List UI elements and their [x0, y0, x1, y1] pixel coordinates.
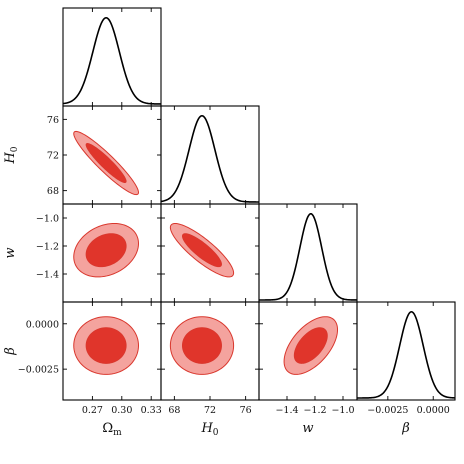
- panel-h0-w: [160, 203, 260, 303]
- panel-frame: [62, 105, 162, 205]
- panel-frame: [356, 301, 456, 401]
- marginal-w-curve: [259, 212, 357, 301]
- x-tick-label-om: 0.27: [82, 405, 103, 416]
- y-tick-label-h0: 68: [47, 186, 59, 197]
- panel-om-om: [62, 7, 162, 107]
- x-tick-label-om: 0.33: [141, 405, 162, 416]
- panel-frame: [258, 203, 358, 303]
- y-tick-label-w: −1.0: [36, 214, 59, 225]
- x-tick-label-beta: −0.0025: [367, 405, 408, 416]
- x-tick-label-w: −1.2: [303, 405, 326, 416]
- y-axis-label-w: w: [3, 247, 18, 258]
- panel-h0-beta: [160, 301, 260, 401]
- y-tick-label-w: −1.2: [36, 242, 59, 253]
- panel-h0-h0: [160, 105, 260, 205]
- y-tick-label-beta: 0.0000: [26, 319, 59, 330]
- y-axis-label-beta: β: [3, 347, 18, 356]
- y-axis-label-h0: H0: [3, 146, 20, 164]
- marginal-om-curve: [63, 16, 161, 105]
- marginal-beta-curve: [357, 310, 455, 399]
- panel-om-w: [62, 203, 162, 303]
- contour-68-om-w: [85, 233, 127, 268]
- x-axis-label-beta: β: [401, 421, 410, 436]
- y-tick-label-h0: 76: [47, 115, 59, 126]
- x-tick-label-om: 0.30: [111, 405, 132, 416]
- x-tick-label-w: −1.0: [331, 405, 354, 416]
- panel-om-h0: [62, 105, 162, 205]
- marginal-h0-curve: [161, 114, 259, 203]
- contour-68-om-beta: [85, 327, 127, 364]
- contour-68-h0-w: [181, 233, 222, 268]
- panel-beta-beta: [356, 301, 456, 401]
- x-tick-label-h0: 68: [168, 405, 180, 416]
- panel-frame: [62, 7, 162, 107]
- y-tick-label-h0: 72: [47, 151, 59, 162]
- x-tick-label-h0: 72: [204, 405, 216, 416]
- contour-68-h0-beta: [181, 327, 222, 364]
- y-tick-label-beta: −0.0025: [18, 365, 59, 376]
- y-tick-label-w: −1.4: [36, 270, 59, 281]
- contour-68-om-h0: [85, 143, 127, 184]
- panel-frame: [160, 105, 260, 205]
- x-tick-label-h0: 76: [240, 405, 252, 416]
- x-axis-label-w: w: [302, 421, 313, 436]
- x-tick-label-w: −1.4: [275, 405, 298, 416]
- contour-68-w-beta: [293, 327, 328, 364]
- x-axis-label-h0: H0: [200, 421, 218, 438]
- panel-w-beta: [258, 301, 358, 401]
- x-tick-label-beta: 0.0000: [417, 405, 450, 416]
- panel-om-beta: [62, 301, 162, 401]
- panel-w-w: [258, 203, 358, 303]
- x-axis-label-om: Ωm: [102, 421, 122, 438]
